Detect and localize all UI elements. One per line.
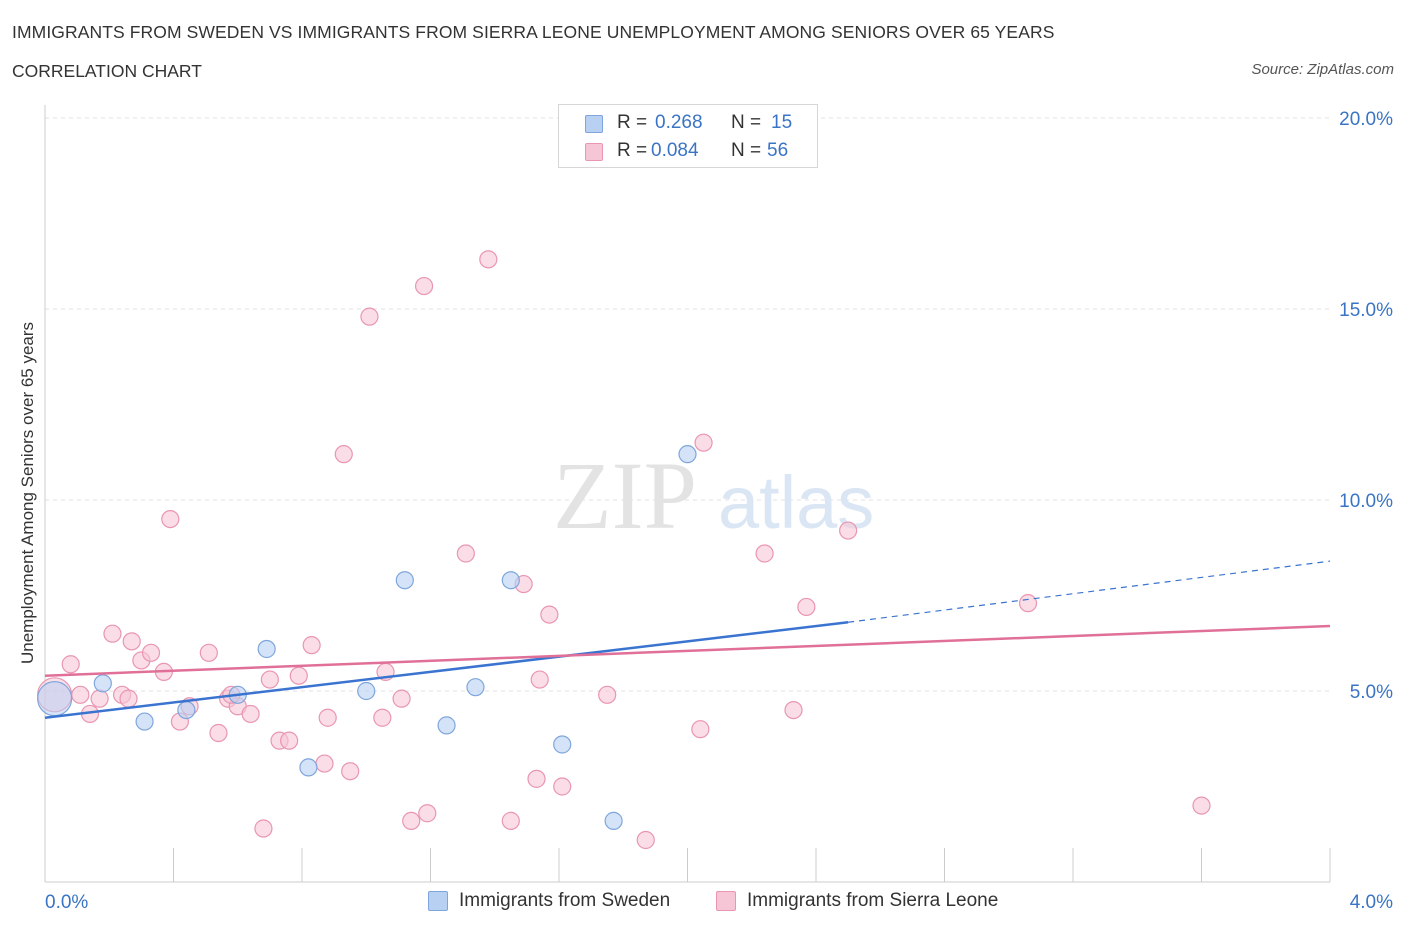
sweden-trend-line [44,620,849,719]
legend-r-value: 0.268 [655,112,703,133]
sierra-leone-point [402,811,421,830]
sweden-point [257,639,276,659]
sweden-point [135,712,154,731]
sierra-leone-point [360,307,379,326]
watermark: ZIP atlas [553,442,874,549]
legend-r-value: 0.084 [651,140,699,161]
sierra-leone-point [334,445,353,464]
sierra-leone-point [839,521,858,540]
sierra-leone-point [260,670,279,689]
sweden-point [37,681,73,717]
legend-n-value: 15 [771,112,793,133]
sweden-point [437,716,456,735]
chart-title: IMMIGRANTS FROM SWEDEN VS IMMIGRANTS FRO… [12,22,1055,42]
sweden-trend-extension [848,560,1331,623]
sierra-leone-point [414,276,434,296]
sierra-leone-point [1192,796,1211,815]
sweden-point [177,700,196,720]
axis-layer [44,105,1331,883]
bottom-legend-sierra-leone: Immigrants from Sierra Leone [747,890,999,911]
sierra-leone-point [691,720,710,739]
sierra-leone-point [318,708,337,727]
sierra-leone-point [540,605,559,624]
sierra-leone-point [341,762,360,781]
sierra-leone-point [61,655,80,674]
legend-r-label: R = [617,112,648,133]
legend-n-label: N = [731,112,762,133]
sweden-point [466,678,485,697]
sierra-leone-point [141,643,161,662]
sierra-leone-point [103,624,122,643]
sierra-leone-point [501,811,520,830]
sierra-leone-point [209,723,228,743]
sierra-leone-point [392,689,411,708]
sierra-leone-point [199,643,218,662]
watermark-zip: ZIP [553,442,697,549]
y-tick-label: 15.0% [1339,300,1393,321]
x-tick-label: 4.0% [1350,892,1393,913]
sierra-leone-point [280,731,299,750]
legend-swatch-sierra-leone [585,143,603,161]
sierra-leone-trend-line [44,624,1331,677]
sierra-leone-point [797,597,816,617]
bottom-legend-swatch-sierra-leone [716,891,736,911]
series-sierra-leone [37,250,1211,850]
sierra-leone-point [119,689,138,708]
sierra-leone-point [1018,594,1038,613]
chart-subtitle: CORRELATION CHART [12,61,202,81]
sierra-leone-point [418,804,437,823]
x-tick-label: 0.0% [45,892,88,913]
sweden-point [678,445,697,464]
grid-layer [45,117,1330,692]
bottom-legend-swatch-sweden [428,891,448,911]
y-tick-label: 10.0% [1339,491,1393,512]
sierra-leone-point [254,819,273,838]
legend-n-value: 56 [767,140,789,161]
source-credit: Source: ZipAtlas.com [1251,61,1394,78]
legend-n-label: N = [731,140,762,161]
tick-labels: 0.0% 4.0% 5.0% 10.0% 15.0% 20.0% [45,109,1393,913]
sierra-leone-point [161,509,180,529]
bottom-legend-sweden: Immigrants from Sweden [459,890,671,911]
legend-r-label: R = [617,140,648,161]
trend-lines [44,560,1331,719]
y-tick-label: 20.0% [1339,109,1393,130]
sierra-leone-point [90,689,109,708]
sierra-leone-point [553,777,572,796]
legend-swatch-sweden [585,115,603,133]
sierra-leone-point [456,544,475,563]
sierra-leone-point [373,708,392,727]
sierra-leone-point [122,632,141,651]
stats-legend: R = 0.268 N = 15 R = 0.084 N = 56 [558,104,818,168]
sierra-leone-point [302,636,321,655]
sweden-point [299,758,318,777]
sierra-leone-point [598,685,617,704]
sierra-leone-point [315,754,334,773]
sweden-point [501,571,520,590]
sierra-leone-point [289,666,308,685]
sierra-leone-point [241,704,260,724]
sierra-leone-point [636,830,655,850]
sweden-point [93,674,112,693]
sierra-leone-point [784,700,803,720]
sierra-leone-point [71,685,90,704]
sierra-leone-point [479,250,498,269]
series-sweden [37,445,697,830]
sweden-point [395,571,414,590]
sierra-leone-point [694,433,713,452]
sweden-point [604,811,623,830]
sierra-leone-point [530,670,549,689]
y-tick-label: 5.0% [1350,682,1393,703]
sierra-leone-point [755,544,774,563]
sweden-point [357,681,376,701]
sierra-leone-point [527,769,546,788]
sweden-point [553,735,572,754]
